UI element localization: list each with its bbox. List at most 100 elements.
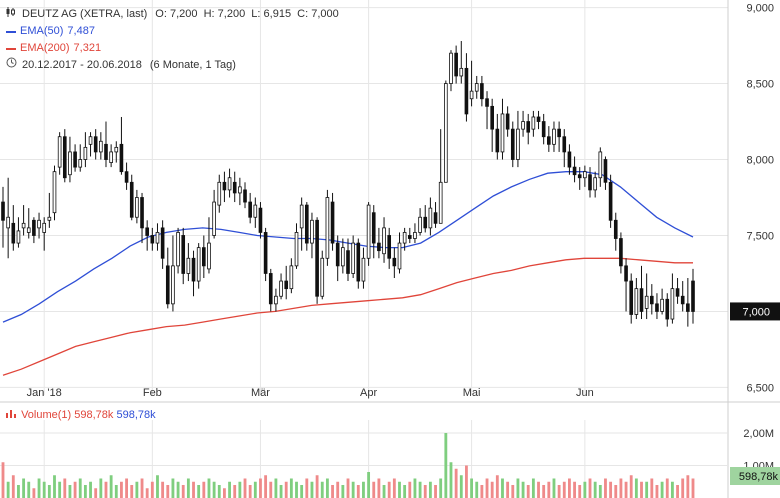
candle bbox=[294, 223, 299, 269]
volume-bar bbox=[686, 475, 690, 498]
candle-body bbox=[382, 227, 386, 255]
candle bbox=[238, 177, 242, 206]
candle bbox=[52, 165, 57, 221]
candle bbox=[655, 293, 659, 320]
volume-bar bbox=[459, 475, 463, 498]
candle-body bbox=[547, 136, 551, 145]
candle bbox=[423, 205, 428, 233]
candle-body bbox=[634, 288, 639, 315]
candle-body bbox=[686, 303, 690, 312]
candle-body bbox=[377, 242, 381, 252]
candle bbox=[500, 98, 505, 160]
candle bbox=[114, 141, 119, 163]
candle bbox=[495, 113, 500, 160]
candle bbox=[366, 202, 371, 266]
volume-bar bbox=[423, 485, 427, 498]
volume-bar bbox=[186, 478, 190, 498]
candle bbox=[577, 167, 582, 190]
candle-body bbox=[480, 83, 484, 100]
candle-body bbox=[680, 295, 685, 305]
candle bbox=[639, 265, 644, 320]
volume-bar bbox=[346, 478, 350, 498]
candle-body bbox=[253, 204, 258, 218]
candle bbox=[68, 136, 72, 183]
month-tick-label: Feb bbox=[143, 387, 162, 399]
volume-bar bbox=[418, 481, 422, 498]
volume-bar bbox=[681, 478, 685, 498]
candle bbox=[207, 217, 211, 274]
candle-body bbox=[485, 98, 489, 107]
volume-bar bbox=[542, 485, 546, 498]
last-volume-badge bbox=[730, 467, 780, 485]
candle-body bbox=[572, 166, 577, 176]
volume-bar bbox=[53, 475, 56, 498]
candle bbox=[418, 208, 422, 236]
volume-bar bbox=[434, 485, 437, 498]
legend-ema200-row: EMA(200) 7,321 bbox=[6, 40, 339, 57]
candle bbox=[284, 265, 289, 300]
month-tick-label: Apr bbox=[360, 387, 377, 399]
candle-body bbox=[516, 128, 520, 160]
candle-body bbox=[562, 136, 567, 153]
candle bbox=[299, 197, 304, 251]
candle-body bbox=[665, 298, 670, 320]
volume-bar bbox=[325, 478, 329, 498]
volume-bar bbox=[516, 478, 520, 498]
volume-bar bbox=[228, 481, 231, 498]
candle bbox=[547, 126, 551, 152]
candle-body bbox=[304, 204, 309, 244]
candle bbox=[387, 227, 392, 269]
candle-body bbox=[577, 174, 582, 179]
candle-body bbox=[196, 247, 201, 282]
candle-body bbox=[165, 265, 170, 305]
candle-body bbox=[335, 242, 340, 267]
candle-body bbox=[258, 207, 263, 233]
volume-tick-label: 2,00M bbox=[743, 428, 774, 440]
candle-body bbox=[495, 128, 500, 153]
candle-body bbox=[588, 174, 592, 191]
candle-body bbox=[83, 146, 88, 160]
volume-bar bbox=[568, 478, 571, 498]
volume-bar bbox=[490, 481, 494, 498]
candle bbox=[670, 273, 675, 324]
volume-bar bbox=[243, 478, 247, 498]
candle-body bbox=[155, 232, 160, 244]
volume-bar bbox=[284, 481, 288, 498]
candle bbox=[232, 171, 237, 203]
volume-bar bbox=[68, 485, 72, 498]
candle-body bbox=[449, 52, 453, 84]
volume-bar bbox=[171, 478, 175, 498]
candle bbox=[181, 227, 186, 285]
candle-body bbox=[444, 83, 448, 183]
candle bbox=[73, 144, 77, 172]
candle-body bbox=[361, 257, 366, 282]
volume-bar bbox=[645, 481, 649, 498]
candle bbox=[310, 212, 314, 259]
candle bbox=[438, 129, 443, 224]
volume-bar bbox=[212, 481, 216, 498]
volume-bar bbox=[279, 485, 283, 498]
candle-body bbox=[629, 280, 634, 315]
volume-bar bbox=[578, 485, 582, 498]
ema200-label: EMA(200) bbox=[20, 42, 70, 54]
candle-body bbox=[119, 143, 124, 173]
volume-bar bbox=[552, 478, 556, 498]
candle bbox=[593, 171, 597, 198]
volume-bar bbox=[367, 472, 371, 498]
candle bbox=[428, 197, 433, 236]
volume-bar bbox=[6, 481, 10, 498]
candle bbox=[37, 212, 41, 239]
candle bbox=[160, 220, 165, 269]
volume-bar bbox=[593, 481, 597, 498]
candle-body bbox=[124, 171, 129, 183]
volume-bar bbox=[315, 475, 319, 498]
volume-bar bbox=[161, 481, 165, 498]
candle bbox=[88, 132, 93, 157]
candle bbox=[371, 205, 376, 259]
volume-bar bbox=[501, 478, 504, 498]
volume-bar bbox=[130, 485, 134, 498]
candle bbox=[135, 189, 139, 224]
candle bbox=[583, 165, 587, 187]
candle-body bbox=[598, 151, 603, 179]
ohlc-values: O: 7,200 H: 7,200 L: 6,915 C: 7,000 bbox=[155, 8, 339, 20]
